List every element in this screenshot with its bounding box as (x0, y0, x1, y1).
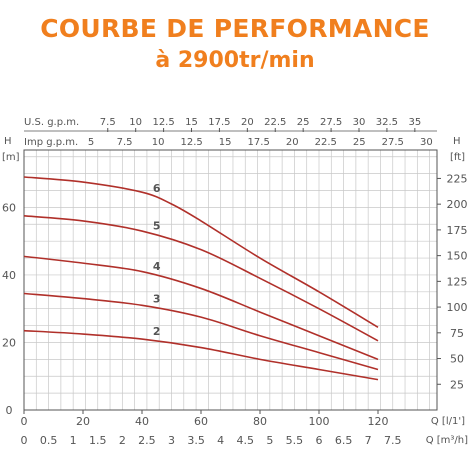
x-tick-label: 40 (135, 415, 149, 428)
top1-tick-label: 15 (185, 117, 198, 128)
top2-tick-label: 7.5 (117, 137, 133, 148)
top2-tick-label: 10 (152, 137, 165, 148)
x2-tick-label: 0.5 (40, 434, 58, 447)
series-label-4: 4 (153, 260, 161, 273)
top1-tick-label: 20 (241, 117, 254, 128)
top1-tick-label: 10 (129, 117, 142, 128)
x-tick-label: 60 (194, 415, 208, 428)
y2-tick-label: 175 (447, 224, 468, 237)
top1-tick-label: 12.5 (152, 117, 174, 128)
x2-tick-label: 2.5 (138, 434, 156, 447)
top2-tick-label: 20 (286, 137, 299, 148)
x2-tick-label: 4.5 (237, 434, 255, 447)
x2-tick-label: 7.5 (384, 434, 402, 447)
top2-tick-label: 22.5 (315, 137, 337, 148)
x-tick-label: 120 (368, 415, 389, 428)
top1-tick-label: 7.5 (100, 117, 116, 128)
chart-subtitle: à 2900tr/min (155, 48, 315, 73)
series-line-2 (23, 329, 379, 381)
x-tick-label: 20 (76, 415, 90, 428)
x2-tick-label: 5 (266, 434, 273, 447)
top1-tick-label: 22.5 (264, 117, 286, 128)
y-tick-label: 40 (2, 269, 16, 282)
y2-axis-unit: [ft] (450, 152, 465, 163)
x-tick-label: 100 (309, 415, 330, 428)
y2-tick-label: 100 (447, 301, 468, 314)
x2-tick-label: 0 (21, 434, 28, 447)
y2-tick-label: 150 (447, 250, 468, 263)
top1-tick-label: 35 (408, 117, 421, 128)
top2-tick-label: 25 (353, 137, 366, 148)
y-tick-label: 60 (2, 201, 16, 214)
x2-tick-label: 3 (168, 434, 175, 447)
x2-tick-label: 5.5 (286, 434, 304, 447)
series-line-5 (23, 215, 379, 342)
x2-tick-label: 3.5 (187, 434, 205, 447)
y2-tick-label: 125 (447, 275, 468, 288)
top1-tick-label: 17.5 (208, 117, 230, 128)
series-line-3 (23, 292, 379, 371)
y2-tick-label: 25 (450, 378, 464, 391)
series-line-4 (23, 255, 379, 361)
x2-tick-label: 1 (70, 434, 77, 447)
x2-tick-label: 1.5 (89, 434, 107, 447)
y2-tick-label: 75 (450, 327, 464, 340)
y2-tick-label: 225 (447, 172, 468, 185)
x2-axis-label: Q [m³/h] (426, 435, 468, 446)
top2-axis-label: Imp g.p.m. (24, 137, 78, 148)
series-line-6 (23, 176, 379, 328)
x2-tick-label: 2 (119, 434, 126, 447)
grid (24, 150, 437, 410)
x2-tick-label: 6 (316, 434, 323, 447)
y-tick-label: 0 (6, 404, 13, 417)
series-label-3: 3 (153, 292, 161, 305)
series: 2 3 4 5 6 (23, 176, 379, 381)
series-label-2: 2 (153, 325, 161, 338)
top2-tick-label: 17.5 (248, 137, 270, 148)
chart-title: COURBE DE PERFORMANCE (40, 14, 430, 43)
top1-tick-label: 32.5 (376, 117, 398, 128)
top1-tick-label: 27.5 (320, 117, 342, 128)
top1-tick-label: 25 (297, 117, 310, 128)
x2-tick-label: 4 (217, 434, 224, 447)
top2-tick-label: 27.5 (382, 137, 404, 148)
x-axis-label: Q [l/1'] (431, 416, 465, 427)
top1-axis-label: U.S. g.p.m. (24, 117, 79, 128)
top2-tick-label: 30 (420, 137, 433, 148)
x-tick-label: 80 (253, 415, 267, 428)
y-tick-label: 20 (2, 336, 16, 349)
x2-tick-label: 7 (365, 434, 372, 447)
x2-tick-label: 6.5 (335, 434, 353, 447)
y2-axis-label: H (453, 136, 461, 147)
y2-tick-label: 50 (450, 353, 464, 366)
series-label-6: 6 (153, 182, 161, 195)
top2-tick-label: 5 (88, 137, 94, 148)
y2-tick-label: 200 (447, 198, 468, 211)
y-axis-unit: [m] (2, 152, 20, 163)
y-axis-label: H (4, 136, 12, 147)
top2-tick-label: 12.5 (181, 137, 203, 148)
plot-frame (23, 149, 438, 411)
series-label-5: 5 (153, 220, 161, 233)
top2-tick-label: 15 (219, 137, 232, 148)
x-tick-label: 0 (21, 415, 28, 428)
top1-tick-label: 30 (353, 117, 366, 128)
